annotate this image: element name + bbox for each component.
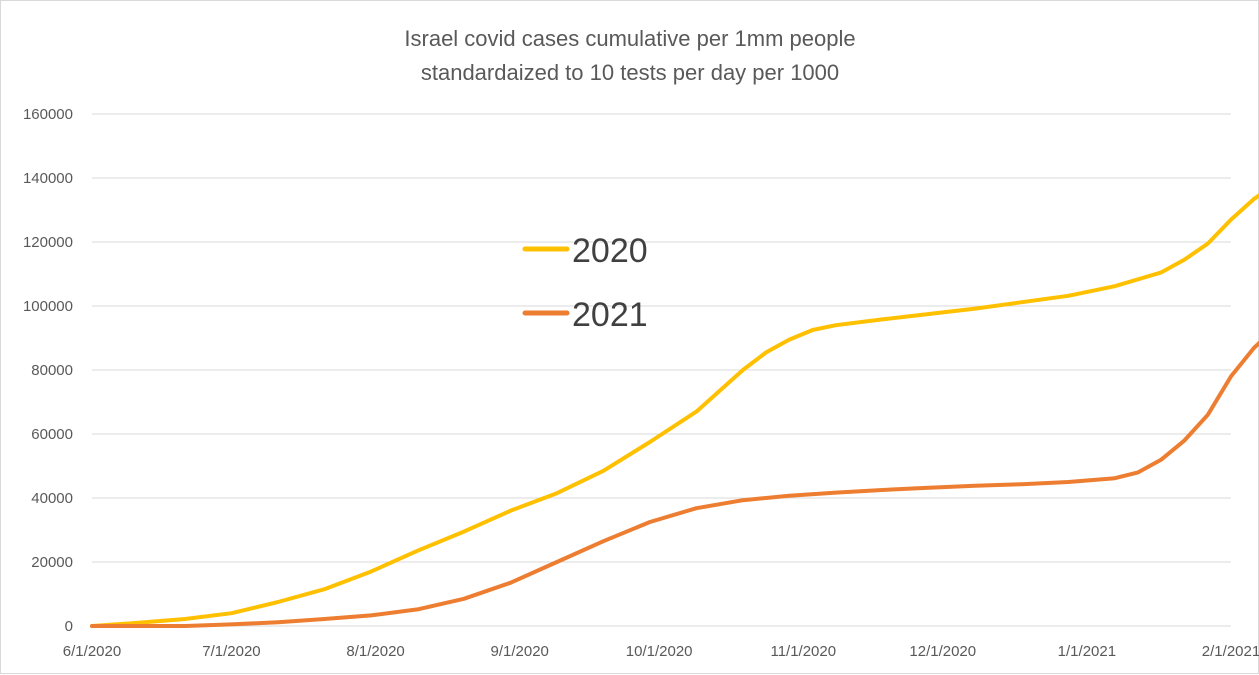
y-gridlines <box>92 113 1231 627</box>
x-tick-label: 10/1/2020 <box>626 643 693 660</box>
y-tick-label: 160000 <box>23 106 73 123</box>
chart-title-line-2: standardaized to 10 tests per day per 10… <box>421 60 839 85</box>
series-line-2021 <box>90 340 1259 628</box>
y-tick-label: 0 <box>65 618 73 635</box>
x-tick-label: 8/1/2020 <box>346 643 404 660</box>
x-axis-tick-labels: 6/1/2020 7/1/2020 8/1/2020 9/1/2020 10/1/202… <box>63 643 1259 660</box>
series-line-2020 <box>90 193 1259 628</box>
chart-title-line-1: Israel covid cases cumulative per 1mm pe… <box>404 26 855 51</box>
legend-label-2020: 2020 <box>572 232 648 270</box>
y-tick-label: 60000 <box>31 426 73 443</box>
chart-title: Israel covid cases cumulative per 1mm pe… <box>404 26 855 85</box>
y-axis-tick-labels: 0 20000 40000 60000 80000 100000 120000 140000 1… <box>23 106 73 635</box>
y-tick-label: 100000 <box>23 298 73 315</box>
y-tick-label: 120000 <box>23 234 73 251</box>
y-tick-label: 140000 <box>23 170 73 187</box>
x-tick-label: 2/1/2021 <box>1202 643 1259 660</box>
x-tick-label: 11/1/2020 <box>770 643 836 660</box>
x-tick-label: 9/1/2020 <box>491 643 549 660</box>
x-tick-label: 1/1/2021 <box>1058 643 1116 660</box>
x-tick-label: 6/1/2020 <box>63 643 121 660</box>
y-tick-label: 20000 <box>31 554 73 571</box>
x-tick-label: 12/1/2020 <box>909 643 976 660</box>
y-tick-label: 80000 <box>31 362 73 379</box>
series-lines <box>90 193 1259 628</box>
legend: 2020 2021 <box>522 232 648 334</box>
y-tick-label: 40000 <box>31 490 73 507</box>
legend-label-2021: 2021 <box>572 296 648 334</box>
x-tick-label: 7/1/2020 <box>202 643 260 660</box>
